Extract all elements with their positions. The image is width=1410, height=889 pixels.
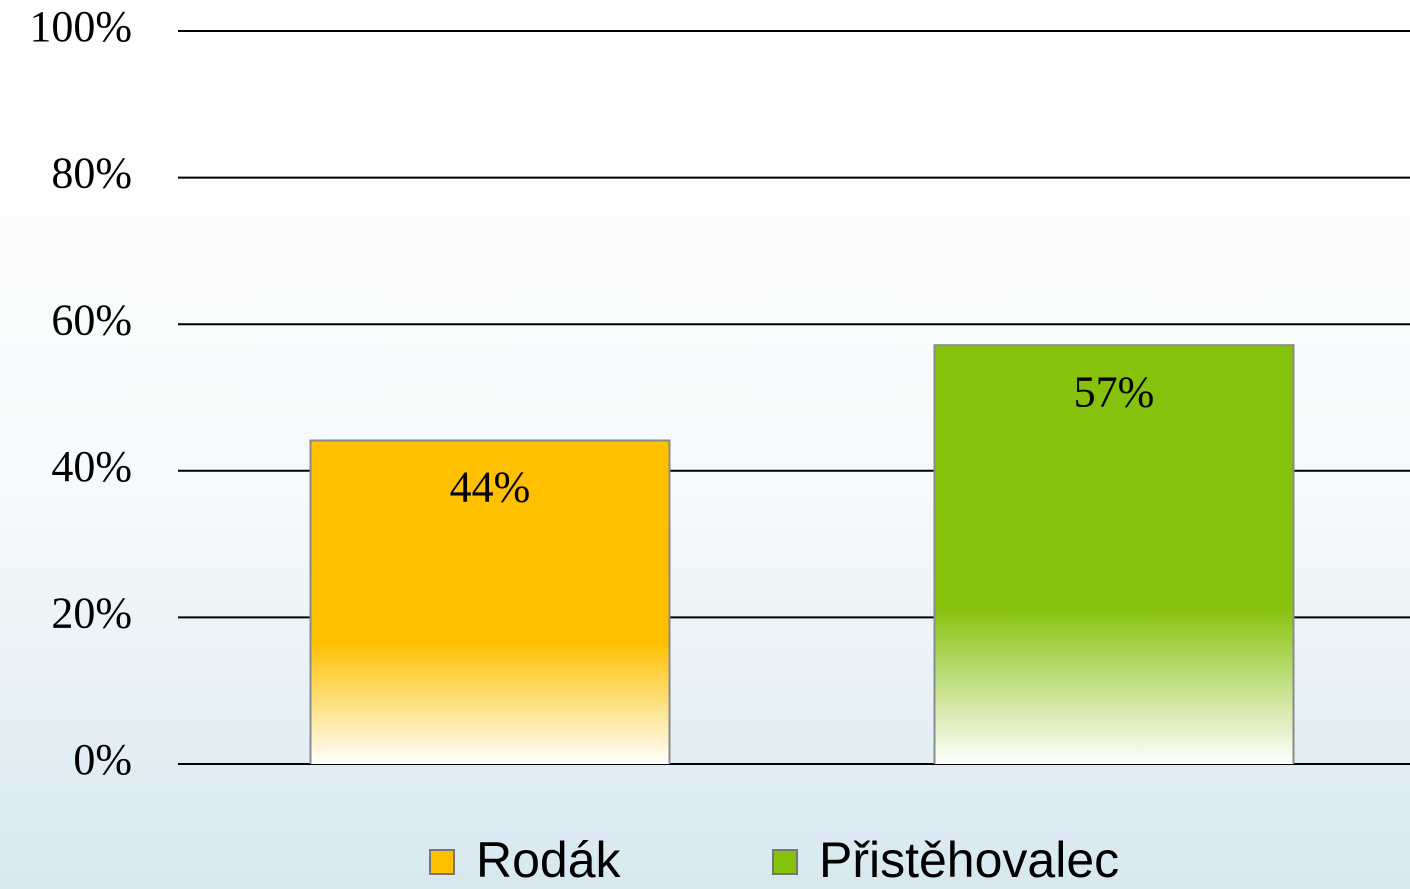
bar	[311, 441, 669, 764]
y-tick-label: 0%	[73, 735, 132, 784]
data-label: 57%	[1074, 367, 1155, 416]
y-tick-label: 60%	[51, 295, 132, 344]
bar	[935, 346, 1293, 764]
data-label: 44%	[450, 463, 531, 512]
y-tick-label: 20%	[51, 588, 132, 637]
legend-marker	[429, 849, 455, 875]
legend-marker	[772, 849, 798, 875]
y-tick-label: 40%	[51, 442, 132, 491]
legend-label: Přistěhovalec	[819, 832, 1119, 888]
y-tick-label: 80%	[51, 149, 132, 198]
legend-label: Rodák	[476, 832, 622, 888]
y-tick-label: 100%	[29, 2, 132, 51]
